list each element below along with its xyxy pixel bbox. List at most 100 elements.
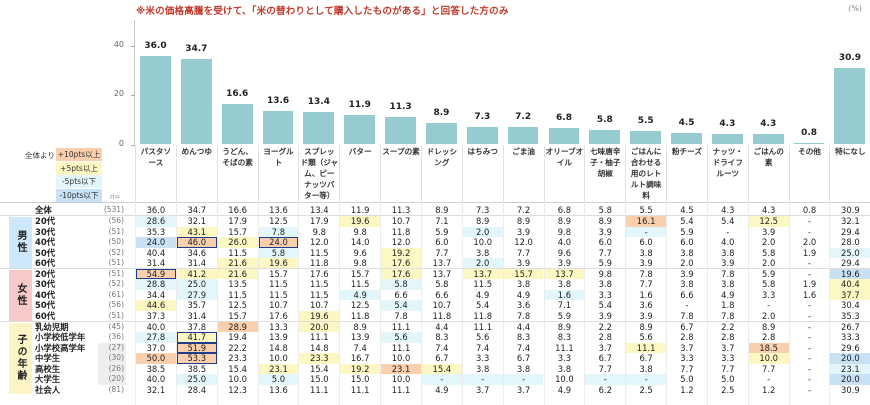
table-cell: 3.8 <box>516 279 531 290</box>
table-cell: 4.9 <box>340 289 381 301</box>
table-cell: 33.3 <box>841 332 860 343</box>
table-cell: 4.4 <box>435 321 449 332</box>
table-cell: 16.7 <box>350 353 370 364</box>
table-cell: 3.9 <box>516 258 531 269</box>
table-cell: 14.8 <box>269 342 288 353</box>
table-cell: 16.1 <box>626 216 667 227</box>
row-sample-size: (51) <box>108 268 124 278</box>
table-cell: 7.8 <box>516 310 531 321</box>
table-cell: 10.0 <box>269 353 288 364</box>
table-cell: 1.8 <box>721 300 735 311</box>
table-cell: 7.7 <box>598 247 612 258</box>
bar-value-label: 7.3 <box>474 111 491 122</box>
table-cell: 7.7 <box>598 363 612 374</box>
table-cell: 5.8 <box>762 279 776 290</box>
column-header: うどん、そばの素 <box>216 145 258 202</box>
table-cell: 11.3 <box>391 205 411 215</box>
table-cell: 11.5 <box>350 279 370 290</box>
table-cell: 53.3 <box>176 353 217 364</box>
table-cell: 17.6 <box>309 268 329 279</box>
table-cell: 7.4 <box>353 342 367 353</box>
table-cell: 28.6 <box>136 216 176 227</box>
table-cell: 4.3 <box>721 205 735 215</box>
row-sample-size: (51) <box>108 226 124 236</box>
group-separator <box>0 320 870 322</box>
table-cell: 37.7 <box>830 289 870 301</box>
table-cell: 8.9 <box>435 205 449 215</box>
table-cell: 7.1 <box>435 216 449 226</box>
table-cell: 9.8 <box>353 258 367 269</box>
table-cell: 32.1 <box>841 216 860 226</box>
table-cell: 2.2 <box>598 321 612 332</box>
bar-1 <box>180 59 212 145</box>
table-cell: 40.0 <box>146 321 166 332</box>
table-cell: 5.8 <box>762 247 776 258</box>
table-cell: 11.1 <box>391 342 411 353</box>
table-cell: 5.8 <box>258 247 299 259</box>
bar-0 <box>140 55 171 145</box>
table-cell: 6.7 <box>680 321 694 332</box>
table-cell: 5.0 <box>680 374 694 385</box>
table-cell: 6.0 <box>598 237 612 248</box>
table-cell: 4.9 <box>721 289 735 300</box>
table-cell: 12.5 <box>269 216 288 226</box>
y-tick-label: 20 <box>113 89 124 99</box>
table-cell: 30.4 <box>841 300 860 311</box>
table-cell: 11.1 <box>626 342 667 354</box>
bar-13 <box>671 133 702 145</box>
bar-12 <box>630 130 662 145</box>
table-cell: 9.6 <box>557 247 572 258</box>
legend-caption: 全体より <box>25 151 55 160</box>
table-cell: 19.2 <box>340 363 381 375</box>
table-cell: 3.8 <box>721 279 735 290</box>
table-cell: - <box>808 226 812 237</box>
row-label: 60代 <box>35 258 56 269</box>
column-divider <box>216 202 218 405</box>
table-cell: 3.8 <box>680 247 694 258</box>
row-sample-size: (45) <box>108 321 124 331</box>
table-cell: 40.4 <box>830 279 870 290</box>
table-cell: 1.9 <box>802 247 817 258</box>
table-cell: 6.7 <box>516 353 531 364</box>
table-cell: 2.0 <box>802 237 817 248</box>
table-cell: 21.6 <box>217 258 258 269</box>
table-cell: 12.0 <box>391 237 411 248</box>
table-cell: 10.0 <box>391 353 411 364</box>
table-cell: 36.0 <box>146 205 166 215</box>
table-cell: 15.7 <box>228 310 247 321</box>
table-cell: 30.9 <box>841 205 860 215</box>
legend-item: +5pts以上 <box>56 161 102 175</box>
row-label: 大学生 <box>35 374 61 385</box>
table-cell: 2.0 <box>462 258 503 269</box>
table-cell: 6.0 <box>639 237 653 248</box>
bar-9 <box>507 126 539 145</box>
row-label: 全体 <box>35 205 52 215</box>
table-cell: 13.7 <box>462 268 503 280</box>
column-divider <box>829 202 831 405</box>
row-sample-size: (51) <box>108 258 124 268</box>
table-cell: 6.7 <box>598 353 612 364</box>
table-cell: 7.7 <box>639 279 653 290</box>
table-cell: 2.0 <box>762 237 776 248</box>
table-cell: 13.9 <box>350 332 370 343</box>
table-cell: 10.0 <box>391 374 411 385</box>
bar-value-label: 4.5 <box>678 118 695 129</box>
table-cell: 10.7 <box>269 300 288 311</box>
bar-16 <box>793 142 825 145</box>
table-cell: 11.5 <box>269 289 288 300</box>
row-sample-size: (61) <box>108 289 124 299</box>
row-sample-size: (81) <box>108 384 124 394</box>
table-cell: 3.9 <box>598 310 612 321</box>
bar-7 <box>425 122 457 145</box>
column-header: めんつゆ <box>175 145 217 202</box>
table-cell: 7.8 <box>680 310 694 321</box>
table-cell: 26.0 <box>217 237 258 248</box>
table-cell: 0.8 <box>802 205 817 215</box>
bar-value-label: 4.3 <box>760 118 777 129</box>
table-cell: 9.6 <box>353 247 367 258</box>
table-cell: 27.8 <box>136 332 176 343</box>
legend-item: +10pts以上 <box>56 148 102 161</box>
table-cell: 5.8 <box>435 279 449 290</box>
row-label: 40代 <box>35 289 56 300</box>
row-label: 60代 <box>35 310 56 321</box>
